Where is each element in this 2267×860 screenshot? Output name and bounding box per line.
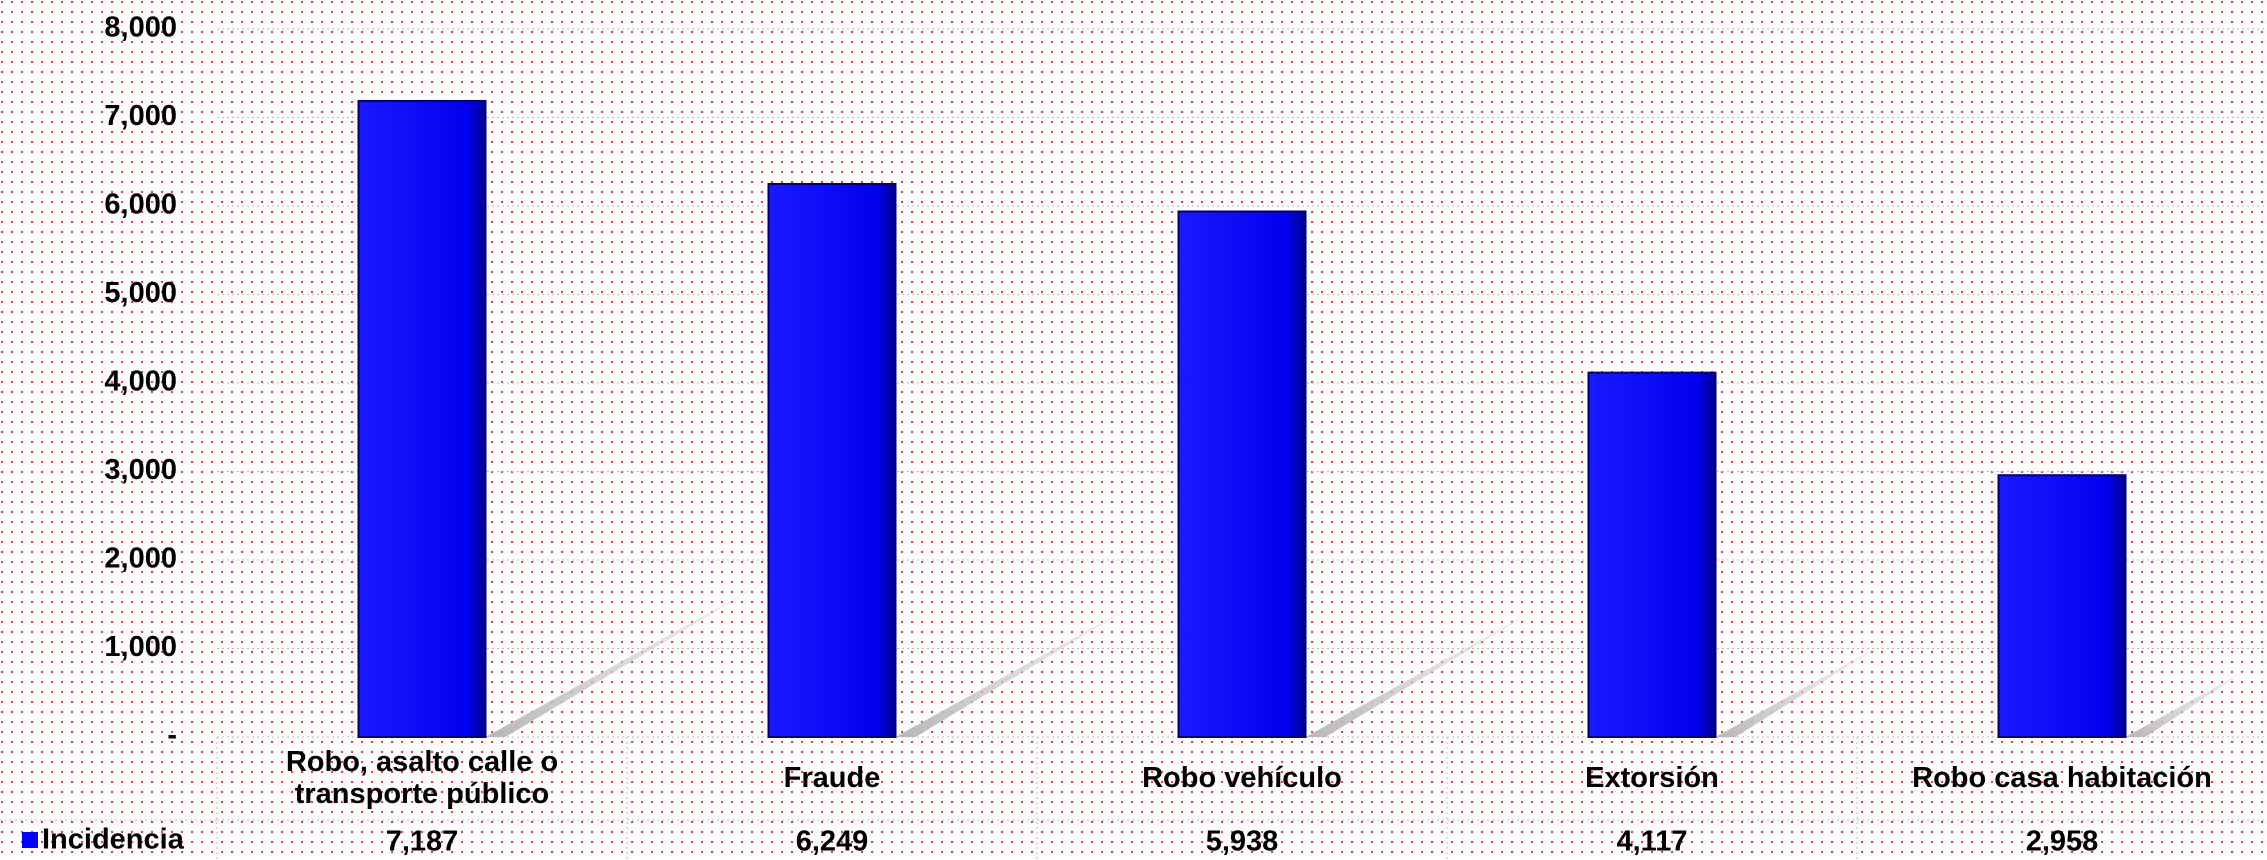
legend-swatch xyxy=(22,832,38,848)
y-tick-label: 7,000 xyxy=(104,100,177,132)
value-label: 4,117 xyxy=(1617,826,1688,858)
bar xyxy=(767,182,897,738)
value-label: 5,938 xyxy=(1206,826,1279,858)
value-label: 7,187 xyxy=(386,826,459,858)
y-tick-label: 6,000 xyxy=(104,189,177,221)
y-tick-label: 2,000 xyxy=(104,543,177,575)
x-tick-label-cell: Extorsión xyxy=(1585,761,1719,794)
y-tick-label: 3,000 xyxy=(104,454,177,486)
legend-label: Incidencia xyxy=(42,824,185,856)
y-tick-label: 8,000 xyxy=(104,12,177,44)
bar xyxy=(1997,474,2127,738)
value-label: 2,958 xyxy=(2026,826,2099,858)
value-label: 6,249 xyxy=(796,826,869,858)
x-tick-label-cell: Fraude xyxy=(783,761,881,794)
x-tick-label-cell: Robo casa habitación xyxy=(1912,761,2212,794)
bar xyxy=(357,99,487,738)
x-tick-label: Robo, asalto calle o transporte público xyxy=(285,745,559,810)
x-tick-label-cell: Robo vehículo xyxy=(1142,761,1342,794)
x-tick-label: Robo vehículo xyxy=(1142,761,1342,794)
x-tick-label-cell: Robo, asalto calle o transporte público xyxy=(285,745,559,810)
y-tick-label: - xyxy=(167,720,177,752)
y-tick-label: 1,000 xyxy=(104,631,177,663)
y-tick-label: 4,000 xyxy=(104,366,177,398)
x-tick-label: Robo casa habitación xyxy=(1912,761,2212,794)
bar xyxy=(1587,371,1717,738)
x-tick-label: Extorsión xyxy=(1585,761,1719,794)
x-tick-label: Fraude xyxy=(783,761,881,794)
y-tick-label: 5,000 xyxy=(104,277,177,309)
bar xyxy=(1177,210,1307,738)
